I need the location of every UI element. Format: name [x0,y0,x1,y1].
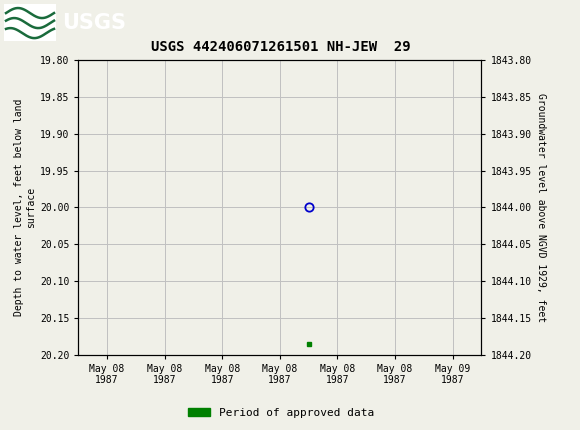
Text: USGS: USGS [62,13,126,33]
Y-axis label: Depth to water level, feet below land
surface: Depth to water level, feet below land su… [14,99,36,316]
Text: USGS 442406071261501 NH-JEW  29: USGS 442406071261501 NH-JEW 29 [151,40,411,54]
Legend: Period of approved data: Period of approved data [184,403,379,422]
Y-axis label: Groundwater level above NGVD 1929, feet: Groundwater level above NGVD 1929, feet [536,93,546,322]
FancyBboxPatch shape [4,4,56,41]
